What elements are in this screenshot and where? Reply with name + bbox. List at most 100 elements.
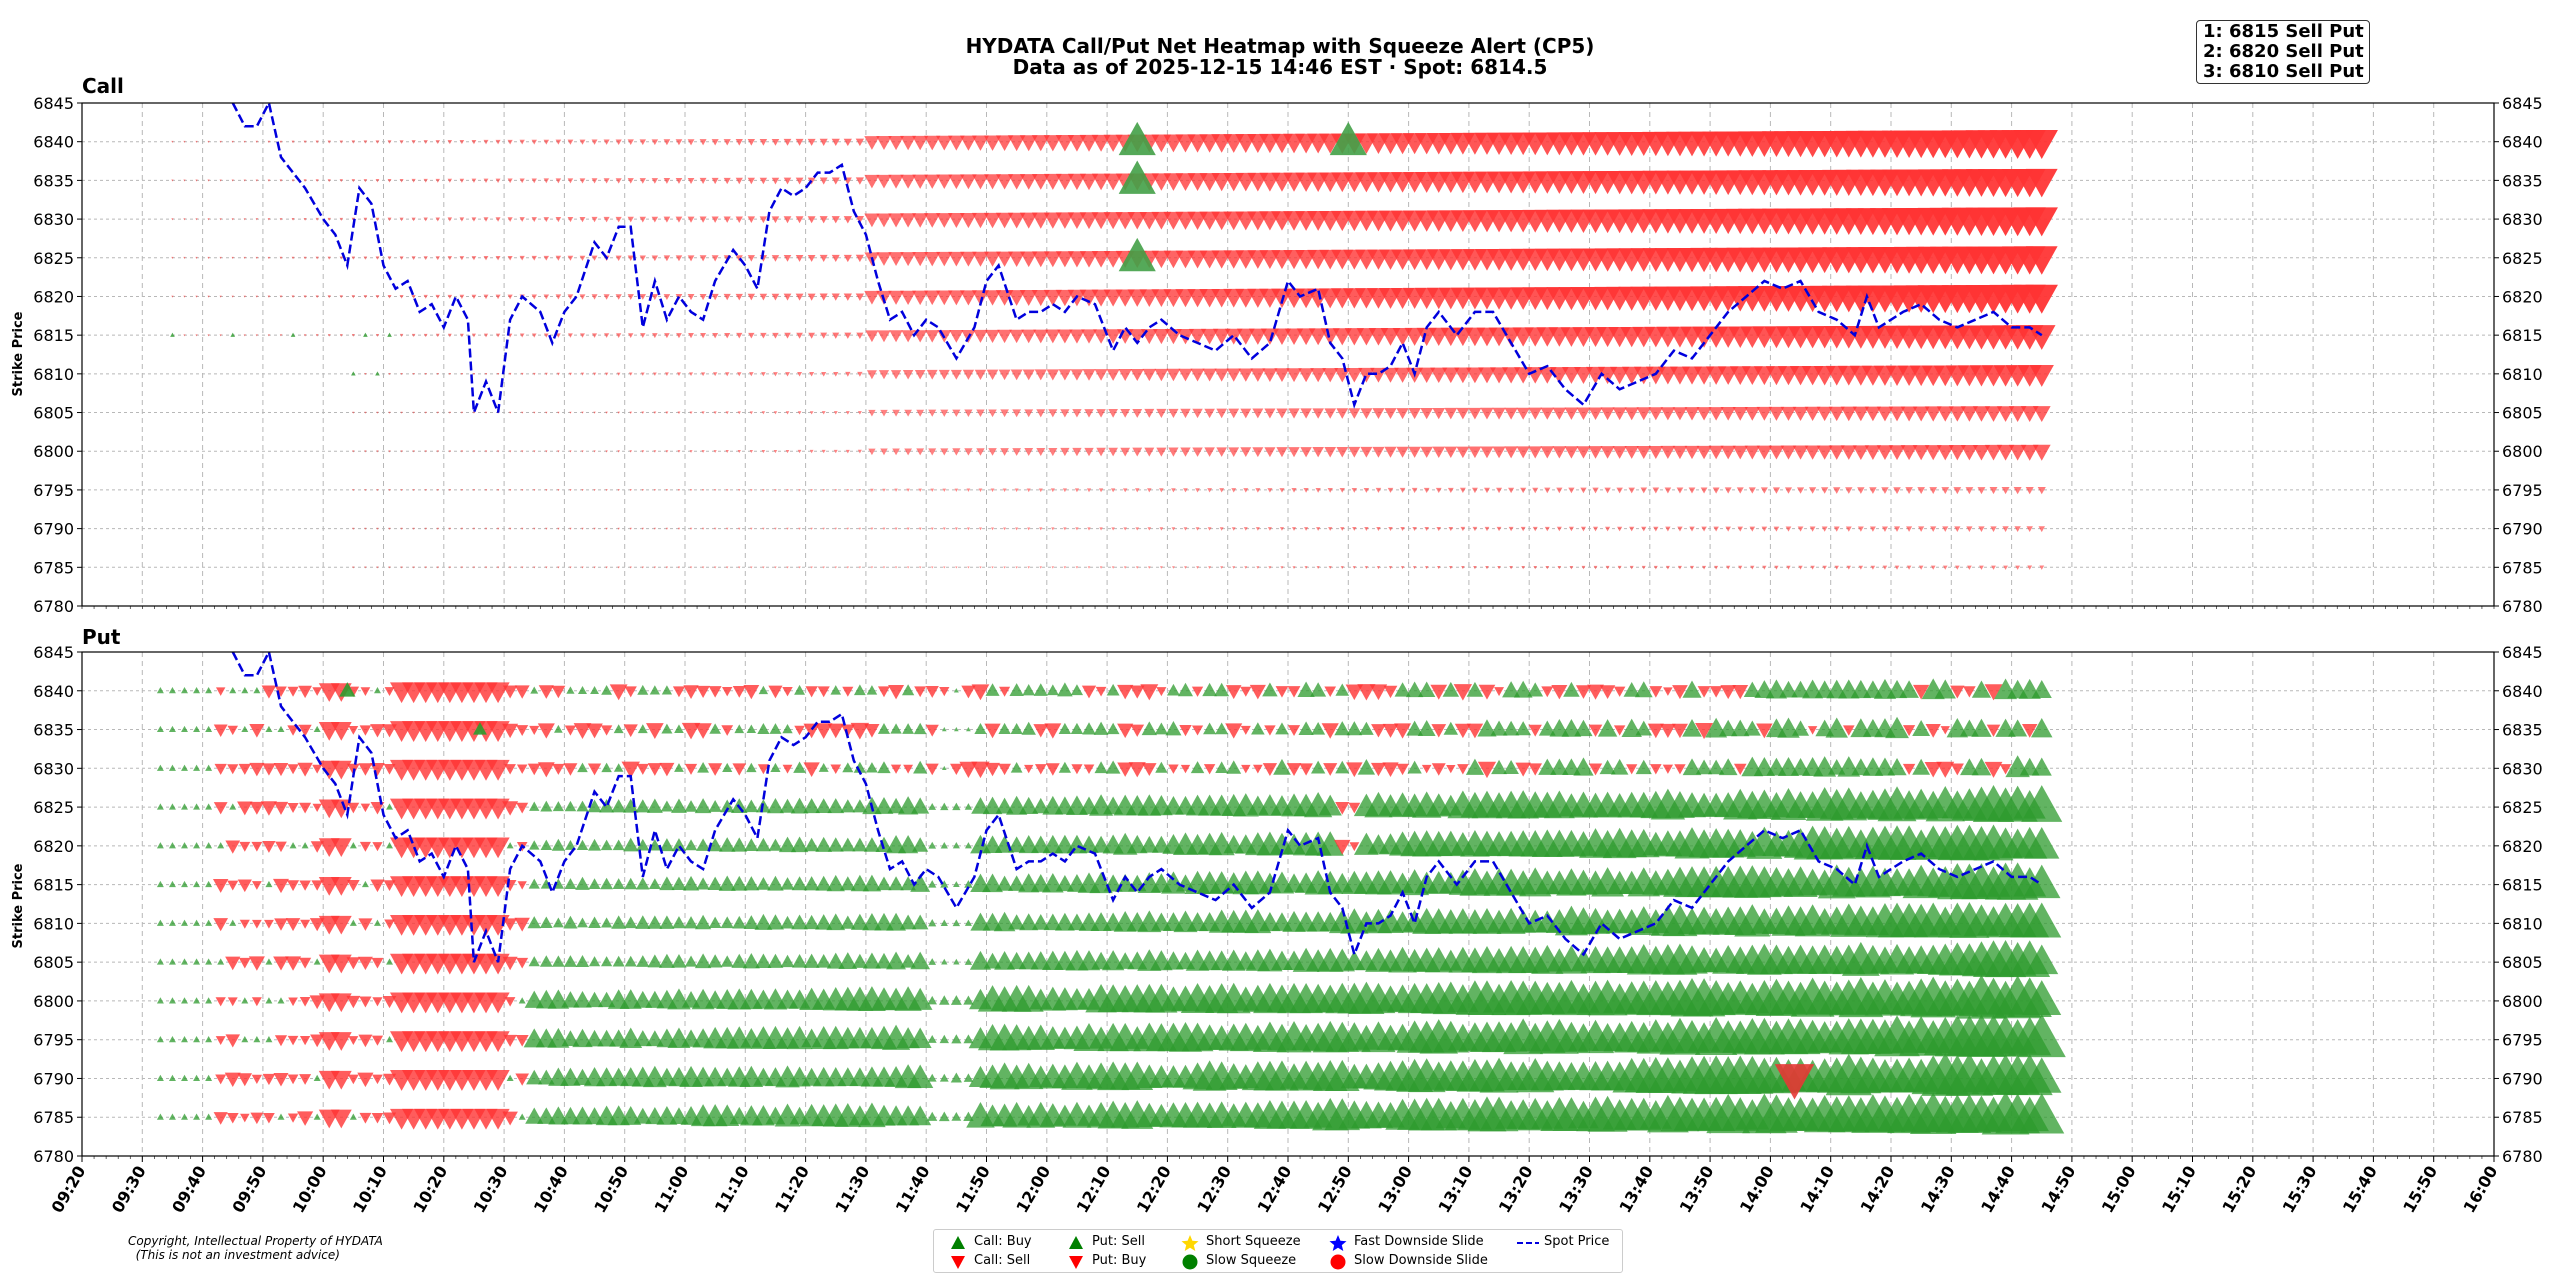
- call-sell-mark: [363, 140, 368, 144]
- put-sell-mark: [552, 917, 564, 928]
- chart-subtitle: Data as of 2025-12-15 14:46 EST · Spot: …: [1013, 55, 1548, 79]
- call-sell-mark: [918, 488, 922, 492]
- put-sell-mark: [694, 953, 712, 969]
- put-sell-mark: [1635, 759, 1652, 775]
- put-buy-mark: [486, 1031, 510, 1053]
- call-sell-mark: [1876, 406, 1894, 422]
- put-buy-mark: [264, 919, 274, 929]
- call-sell-mark: [1544, 487, 1551, 494]
- call-sell-mark: [231, 218, 234, 221]
- call-sell-mark: [435, 140, 440, 145]
- call-sell-mark: [2027, 325, 2056, 350]
- call-sell-mark: [1252, 408, 1264, 419]
- put-sell-mark: [912, 837, 929, 852]
- call-sell-mark: [1103, 134, 1123, 152]
- put-sell-mark: [941, 765, 947, 770]
- call-sell-mark: [844, 332, 852, 339]
- call-sell-mark: [1171, 527, 1176, 531]
- put-buy-mark: [359, 996, 372, 1008]
- call-sell-mark: [846, 527, 849, 530]
- call-sell-mark: [555, 294, 562, 300]
- put-sell-mark: [205, 687, 213, 694]
- put-sell-mark: [585, 1029, 604, 1047]
- put-buy-mark: [384, 919, 395, 930]
- call-sell-mark: [1568, 487, 1575, 494]
- put-buy-mark: [696, 685, 710, 698]
- put-buy-mark: [1446, 764, 1456, 774]
- put-buy-mark: [1807, 726, 1818, 735]
- call-sell-mark: [628, 333, 634, 339]
- call-sell-mark: [795, 177, 804, 185]
- call-sell-mark: [901, 330, 915, 343]
- call-sell-mark: [1288, 447, 1300, 458]
- put-sell-mark: [1538, 758, 1557, 775]
- call-sell-mark: [363, 256, 368, 260]
- y-tick-label: 6845: [33, 94, 74, 113]
- put-sell-mark: [840, 915, 856, 929]
- y-tick-label-right: 6835: [2502, 171, 2543, 190]
- call-sell-mark: [1796, 487, 1805, 494]
- call-sell-mark: [617, 527, 620, 530]
- put-buy-mark: [287, 764, 299, 775]
- call-sell-mark: [1196, 566, 1199, 569]
- call-sell-mark: [1268, 566, 1272, 569]
- put-buy-mark: [330, 1109, 352, 1129]
- put-buy-mark: [297, 1111, 314, 1126]
- call-sell-mark: [567, 139, 574, 145]
- put-buy-mark: [971, 684, 990, 701]
- call-sell-mark: [1336, 446, 1349, 458]
- call-sell-mark: [983, 212, 1002, 229]
- put-buy-mark: [227, 880, 239, 891]
- call-sell-mark: [1780, 445, 1797, 460]
- put-buy-mark: [312, 687, 322, 696]
- call-sell-mark: [868, 409, 876, 417]
- call-sell-mark: [1918, 565, 1924, 570]
- call-sell-mark: [641, 411, 645, 414]
- x-tick-label: 14:10: [1796, 1163, 1838, 1217]
- call-sell-mark: [592, 372, 597, 376]
- put-buy-mark: [623, 724, 638, 738]
- call-sell-mark: [750, 527, 753, 530]
- x-tick-label: 14:20: [1857, 1163, 1899, 1217]
- put-buy-mark: [299, 802, 312, 814]
- put-sell-mark: [241, 997, 249, 1004]
- call-sell-mark: [959, 290, 977, 306]
- call-sell-mark: [1045, 329, 1061, 344]
- call-sell-mark: [1840, 445, 1857, 460]
- call-sell-mark: [460, 373, 464, 376]
- put-buy-mark: [502, 1111, 518, 1126]
- put-sell-mark: [852, 837, 868, 852]
- put-buy-mark: [636, 763, 649, 775]
- call-sell-mark: [1228, 447, 1240, 457]
- call-sell-mark: [1212, 328, 1231, 345]
- put-buy-mark: [1117, 723, 1134, 739]
- call-sell-mark: [1183, 488, 1188, 493]
- put-sell-mark: [540, 839, 553, 851]
- put-buy-mark: [1249, 684, 1266, 700]
- y-tick-label-right: 6840: [2502, 133, 2543, 152]
- call-sell-mark: [1079, 173, 1099, 191]
- x-tick-label: 11:40: [892, 1163, 934, 1217]
- put-buy-mark: [1936, 761, 1955, 778]
- call-sell-mark: [472, 489, 476, 492]
- put-buy-mark: [288, 997, 298, 1007]
- call-sell-mark: [471, 217, 477, 222]
- call-sell-mark: [1050, 488, 1055, 493]
- put-buy-mark: [287, 1113, 299, 1123]
- put-buy-mark: [1588, 724, 1603, 737]
- call-sell-mark: [810, 527, 813, 530]
- call-sell-mark: [1490, 367, 1509, 384]
- call-sell-mark: [1103, 212, 1123, 230]
- put-sell-mark: [2021, 785, 2063, 822]
- put-buy-mark: [1324, 686, 1337, 698]
- put-buy-mark: [1264, 725, 1276, 736]
- call-sell-mark: [412, 411, 415, 414]
- call-sell-mark: [1780, 406, 1797, 421]
- call-sell-mark: [1352, 566, 1356, 570]
- put-sell-mark: [1406, 720, 1424, 736]
- call-sell-mark: [195, 256, 198, 260]
- call-sell-mark: [938, 369, 950, 380]
- call-sell-mark: [533, 566, 536, 569]
- call-sell-mark: [521, 527, 524, 530]
- put-sell-mark: [756, 877, 771, 890]
